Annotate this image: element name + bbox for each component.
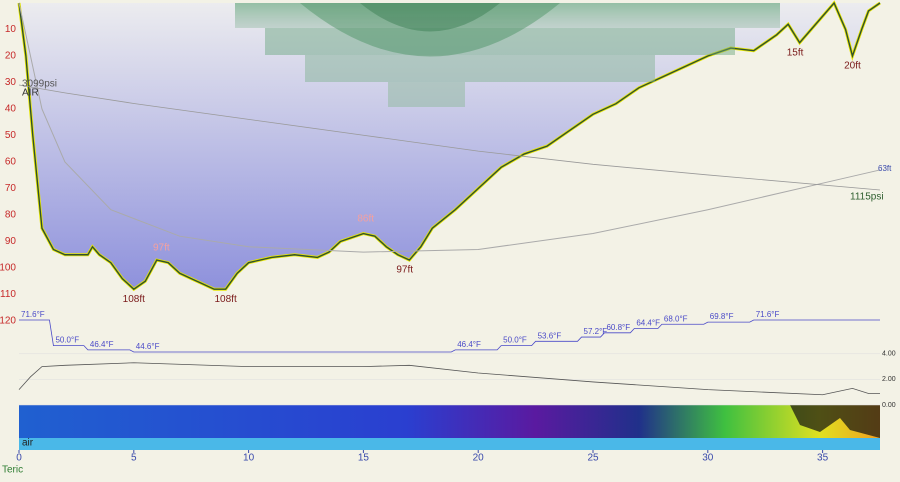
gas-label: AIR xyxy=(22,88,39,99)
deco-band xyxy=(388,82,465,107)
temp-label: 71.6°F xyxy=(756,310,780,319)
footer: Teric xyxy=(2,465,23,476)
temp-label: 71.6°F xyxy=(21,310,45,319)
y-tick-label: 20 xyxy=(5,51,17,62)
annotation: 86ft xyxy=(357,214,374,225)
annotation: 15ft xyxy=(787,47,804,58)
temp-label: 44.6°F xyxy=(136,342,160,351)
x-tick-label: 15 xyxy=(358,453,370,464)
deco-band xyxy=(360,3,500,32)
heatmap-dark xyxy=(790,405,880,438)
temp-label: 60.8°F xyxy=(606,323,630,332)
x-tick-label: 35 xyxy=(817,453,829,464)
annotation: 20ft xyxy=(844,61,861,72)
y-tick-label: 110 xyxy=(0,289,16,300)
plot xyxy=(17,0,881,292)
y-tick-label: 40 xyxy=(5,104,17,115)
y-tick-label: 90 xyxy=(5,236,17,247)
rate-tick-label: 4.00 xyxy=(882,351,896,358)
y-tick-label: 30 xyxy=(5,77,17,88)
x-tick-label: 20 xyxy=(473,453,485,464)
temp-label: 46.4°F xyxy=(90,340,114,349)
rate-tick-label: 0.00 xyxy=(882,402,896,409)
deco-band xyxy=(305,55,655,82)
deco-band xyxy=(300,3,560,57)
ceiling-line xyxy=(18,2,881,253)
temp-label: 50.0°F xyxy=(503,336,527,345)
temp-label: 50.0°F xyxy=(55,336,79,345)
band-label: air xyxy=(22,438,34,449)
y-tick-label: 60 xyxy=(5,157,17,168)
annotation: 108ft xyxy=(123,294,145,305)
y-tick-label: 120 xyxy=(0,316,16,327)
x-tick-label: 10 xyxy=(243,453,255,464)
air-band xyxy=(19,438,880,450)
temp-label: 53.6°F xyxy=(538,331,562,340)
temp-label: 64.4°F xyxy=(636,319,660,328)
rate-line xyxy=(18,362,880,396)
pressure-label: 3099psi xyxy=(22,79,57,90)
pressure-label: 1115psi xyxy=(850,192,884,203)
x-tick-label: 0 xyxy=(16,453,22,464)
deco-band xyxy=(235,3,780,28)
temp-label: 69.8°F xyxy=(710,312,734,321)
heatmap xyxy=(19,405,880,438)
x-tick-label: 25 xyxy=(587,453,599,464)
y-tick-label: 70 xyxy=(5,183,17,194)
y-tick-label: 10 xyxy=(5,24,17,35)
temp-label: 57.2°F xyxy=(584,327,608,336)
pressure-line xyxy=(18,84,881,191)
annotation: 97ft xyxy=(153,243,170,254)
temp-label: 46.4°F xyxy=(457,340,481,349)
annotation: 97ft xyxy=(396,265,413,276)
depth-line xyxy=(18,1,881,291)
deco-band xyxy=(265,28,735,55)
annotation: 108ft xyxy=(215,294,237,305)
y-tick-label: 80 xyxy=(5,210,17,221)
y-tick-label: 50 xyxy=(5,130,17,141)
ceiling-label: 63ft xyxy=(878,164,892,173)
y-tick-label: 100 xyxy=(0,263,16,274)
temp-line xyxy=(19,319,880,353)
x-tick-label: 5 xyxy=(131,453,137,464)
rate-tick-label: 2.00 xyxy=(882,376,896,383)
x-tick-label: 30 xyxy=(702,453,714,464)
deco-zone xyxy=(235,3,780,107)
temp-label: 68.0°F xyxy=(664,314,688,323)
